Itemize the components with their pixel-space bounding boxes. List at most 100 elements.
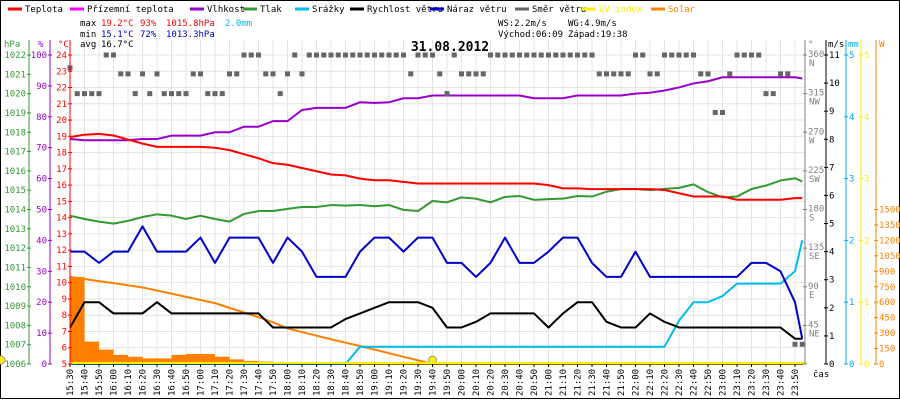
wind-direction-point xyxy=(205,91,211,97)
stats-wind-speed: WS:2.2m/s xyxy=(498,19,547,29)
wind-direction-point xyxy=(125,71,131,77)
x-tick-label: 23:10 xyxy=(733,369,743,396)
x-tick-label: 21:30 xyxy=(588,369,598,396)
stats-min-temp: 15.1°C xyxy=(101,30,134,40)
axis-label-pct: 80 xyxy=(36,113,47,123)
wind-direction-point xyxy=(270,71,276,77)
axis-label-hpa: 1008 xyxy=(4,321,26,331)
axis-label-ms: 10 xyxy=(829,79,840,89)
stats-sunrise: Východ:06:09 xyxy=(498,30,563,40)
wind-direction-point xyxy=(422,52,428,58)
wind-direction-point xyxy=(676,52,682,58)
wind-direction-point xyxy=(459,71,464,77)
x-tick-label: 19:00 xyxy=(371,369,381,396)
wind-direction-point xyxy=(654,71,660,77)
wind-direction-point xyxy=(640,52,646,58)
x-tick-label: 19:40 xyxy=(429,369,439,396)
wind-direction-point xyxy=(277,91,283,97)
x-tick-label: 19:10 xyxy=(385,369,395,396)
x-tick-label: 19:30 xyxy=(414,369,424,396)
axis-unit-pct: % xyxy=(38,40,44,50)
axis-label-deg: 90 xyxy=(808,282,819,292)
axis-label-ms: 7 xyxy=(829,163,834,173)
wind-direction-point xyxy=(633,52,638,58)
wind-direction-point xyxy=(350,52,356,58)
wind-direction-point xyxy=(466,71,472,77)
wind-direction-point xyxy=(154,71,160,77)
x-tick-label: 19:20 xyxy=(400,369,410,396)
wind-direction-point xyxy=(364,52,370,58)
axis-label-hpa: 1018 xyxy=(4,128,26,138)
axis-label-c: 13 xyxy=(56,230,67,240)
wind-direction-point xyxy=(575,52,580,58)
axis-label-uv: 5 xyxy=(864,51,869,61)
wind-direction-point xyxy=(147,91,153,97)
x-tick-label: 18:20 xyxy=(313,369,323,396)
series-line-náraz-větru xyxy=(70,225,804,339)
wind-direction-point xyxy=(473,71,479,77)
axis-label-w: 1500 xyxy=(879,206,900,216)
legend-item-label: Směr větru xyxy=(532,5,586,15)
wind-direction-point xyxy=(480,71,486,77)
legend-item-label: Tlak xyxy=(260,5,282,15)
axis-label-w: 1200 xyxy=(879,236,900,246)
x-tick-label: 17:50 xyxy=(269,369,279,396)
axis-label-c: 23 xyxy=(56,67,67,77)
series-line-rychlost-větru xyxy=(69,301,803,340)
x-tick-label: 16:40 xyxy=(168,369,178,396)
wind-direction-point xyxy=(509,52,515,58)
wind-direction-point xyxy=(82,91,87,97)
x-tick-label: 22:10 xyxy=(646,369,656,396)
axis-label-pct: 100 xyxy=(31,51,47,61)
axis-label-c: 22 xyxy=(56,84,67,94)
stats-max-temp: 19.2°C xyxy=(101,19,134,29)
x-tick-label: 16:20 xyxy=(139,369,149,396)
series-line-srážky xyxy=(70,240,804,365)
x-tick-label: 22:30 xyxy=(675,369,685,396)
x-tick-label: 23:20 xyxy=(748,369,758,396)
axis-unit-c: °C xyxy=(58,40,69,50)
axis-compass-label: SE xyxy=(809,252,820,262)
wind-direction-point xyxy=(183,91,189,97)
wind-direction-point xyxy=(720,110,725,116)
axis-label-mm: 1 xyxy=(849,298,854,308)
axis-label-deg: 225 xyxy=(808,166,824,176)
axis-label-deg: 135 xyxy=(808,243,824,253)
stats: max 19.2°C 93% 1015.8hPa 2.0mm min 15.1°… xyxy=(80,19,628,50)
legend-item-label: Srážky xyxy=(312,5,345,15)
wind-direction-point xyxy=(372,52,377,58)
wind-direction-point xyxy=(415,52,421,58)
axis-label-w: 1350 xyxy=(879,221,900,231)
legend-item-label: Solar xyxy=(668,5,696,15)
axis-label-deg: 45 xyxy=(808,320,819,330)
axis-label-c: 17 xyxy=(56,165,67,175)
axis-label-c: 14 xyxy=(56,214,67,224)
axis-label-mm: 5 xyxy=(849,51,854,61)
wind-direction-point xyxy=(560,52,566,58)
axis-label-ms: 2 xyxy=(829,304,834,314)
axis-label-hpa: 1009 xyxy=(4,302,26,312)
wind-direction-point xyxy=(96,91,102,97)
wind-direction-point xyxy=(683,52,689,58)
axes: 15:30 15:40 15:50 16:00 16:10 16:20 16:30 16:40… xyxy=(4,40,900,396)
x-tick-label: 16:00 xyxy=(110,369,120,396)
x-tick-label: 22:40 xyxy=(690,369,700,396)
axis-label-ms: 1 xyxy=(829,332,834,342)
x-tick-label: 21:40 xyxy=(603,369,613,396)
x-tick-label: 23:00 xyxy=(719,369,729,396)
axis-unit-w: W xyxy=(879,40,885,50)
x-tick-label: 17:00 xyxy=(197,369,207,396)
wind-direction-point xyxy=(618,71,624,77)
wind-direction-point xyxy=(219,91,225,97)
wind-direction-point xyxy=(314,52,319,58)
wind-direction-point xyxy=(256,52,261,58)
x-tick-label: 22:20 xyxy=(661,369,671,396)
x-tick-label: 18:40 xyxy=(342,369,352,396)
wind-direction-point xyxy=(212,91,218,97)
axis-label-pct: 60 xyxy=(36,175,47,185)
series-line-solar xyxy=(69,275,433,365)
wind-direction-point xyxy=(705,71,711,77)
wind-direction-point xyxy=(437,71,443,77)
axis-label-uv: 3 xyxy=(864,175,869,185)
